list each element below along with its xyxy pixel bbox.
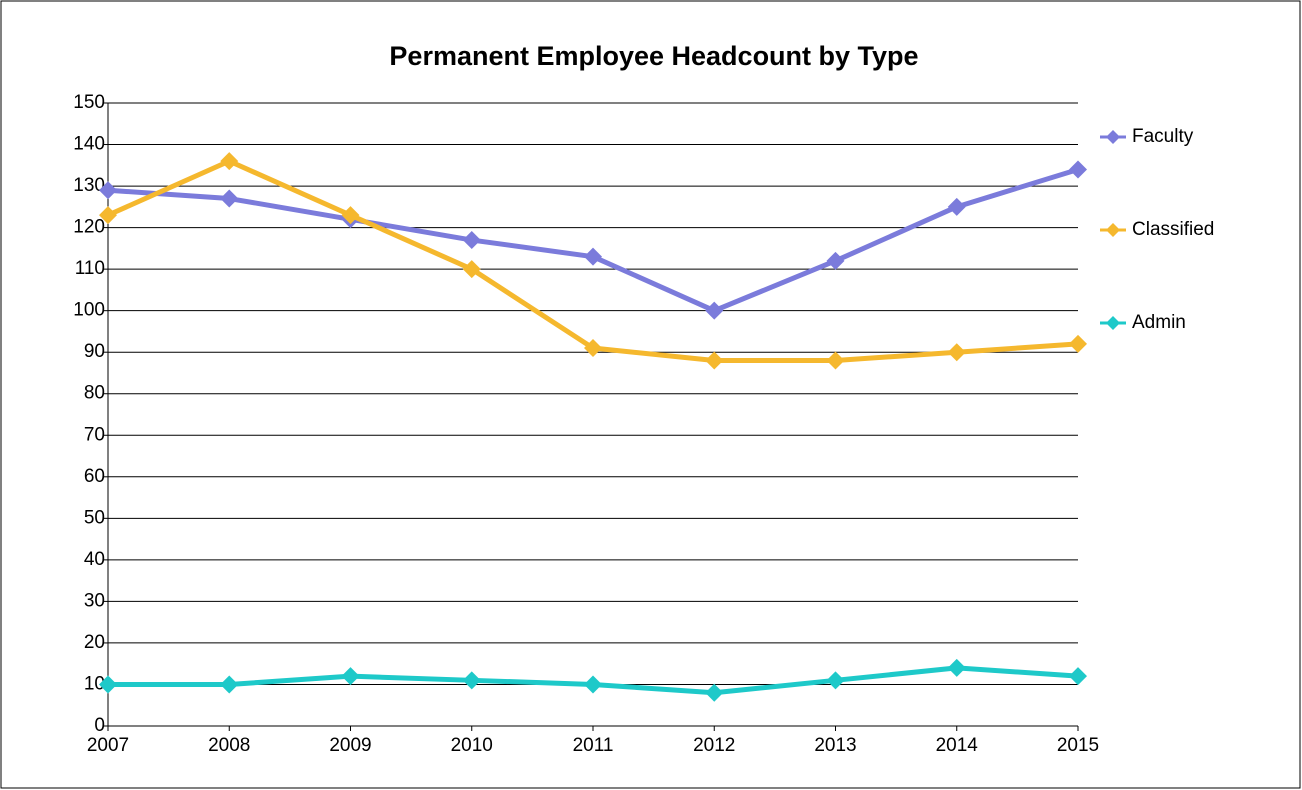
data-point (1069, 334, 1087, 353)
data-point (341, 206, 360, 225)
y-tick-label: 50 (84, 507, 105, 528)
y-tick-label: 100 (73, 300, 105, 321)
y-tick-label: 40 (84, 549, 105, 570)
x-tick-label: 2014 (936, 735, 979, 756)
x-tick-label: 2011 (573, 735, 614, 756)
data-point (947, 197, 966, 216)
data-point (705, 683, 724, 702)
x-tick-label: 2007 (87, 735, 129, 756)
legend-marker (1106, 130, 1120, 144)
data-point (584, 247, 602, 266)
legend-marker (1106, 223, 1120, 237)
x-tick-label: 2008 (208, 735, 250, 756)
legend-marker (1106, 316, 1120, 330)
data-point (826, 351, 845, 370)
data-point (947, 658, 966, 677)
y-tick-label: 150 (73, 92, 105, 113)
y-tick-label: 90 (84, 341, 105, 362)
data-point (826, 671, 845, 690)
data-point (341, 667, 360, 686)
data-point (462, 231, 481, 250)
y-tick-label: 140 (73, 134, 105, 155)
y-tick-label: 70 (84, 424, 105, 445)
data-point (705, 301, 724, 320)
y-tick-label: 20 (84, 632, 105, 653)
data-point (462, 671, 481, 690)
data-point (220, 675, 239, 694)
x-tick-label: 2013 (814, 735, 856, 756)
data-point (826, 251, 845, 270)
data-point (1069, 160, 1087, 179)
data-point (705, 351, 724, 370)
x-tick-label: 2015 (1057, 735, 1099, 756)
y-tick-label: 110 (75, 258, 105, 279)
y-tick-label: 0 (94, 715, 105, 736)
data-point (220, 189, 239, 208)
data-point (220, 152, 239, 171)
y-tick-label: 10 (84, 673, 105, 694)
y-tick-label: 60 (84, 466, 105, 487)
data-point (99, 181, 117, 200)
data-point (947, 343, 966, 362)
data-point (584, 339, 602, 358)
y-tick-label: 120 (73, 217, 105, 238)
x-tick-label: 2009 (329, 735, 371, 756)
y-tick-label: 30 (84, 590, 105, 611)
data-point (1069, 667, 1087, 686)
data-point (99, 206, 117, 225)
y-tick-label: 80 (84, 383, 105, 404)
legend-label: Admin (1132, 312, 1186, 333)
chart-title: Permanent Employee Headcount by Type (389, 41, 918, 71)
x-tick-label: 2012 (693, 735, 735, 756)
x-tick-label: 2010 (451, 735, 493, 756)
data-point (462, 260, 481, 279)
legend-label: Faculty (1132, 126, 1194, 147)
legend-label: Classified (1132, 219, 1214, 240)
y-tick-label: 130 (73, 175, 105, 196)
data-point (99, 675, 117, 694)
data-point (584, 675, 602, 694)
